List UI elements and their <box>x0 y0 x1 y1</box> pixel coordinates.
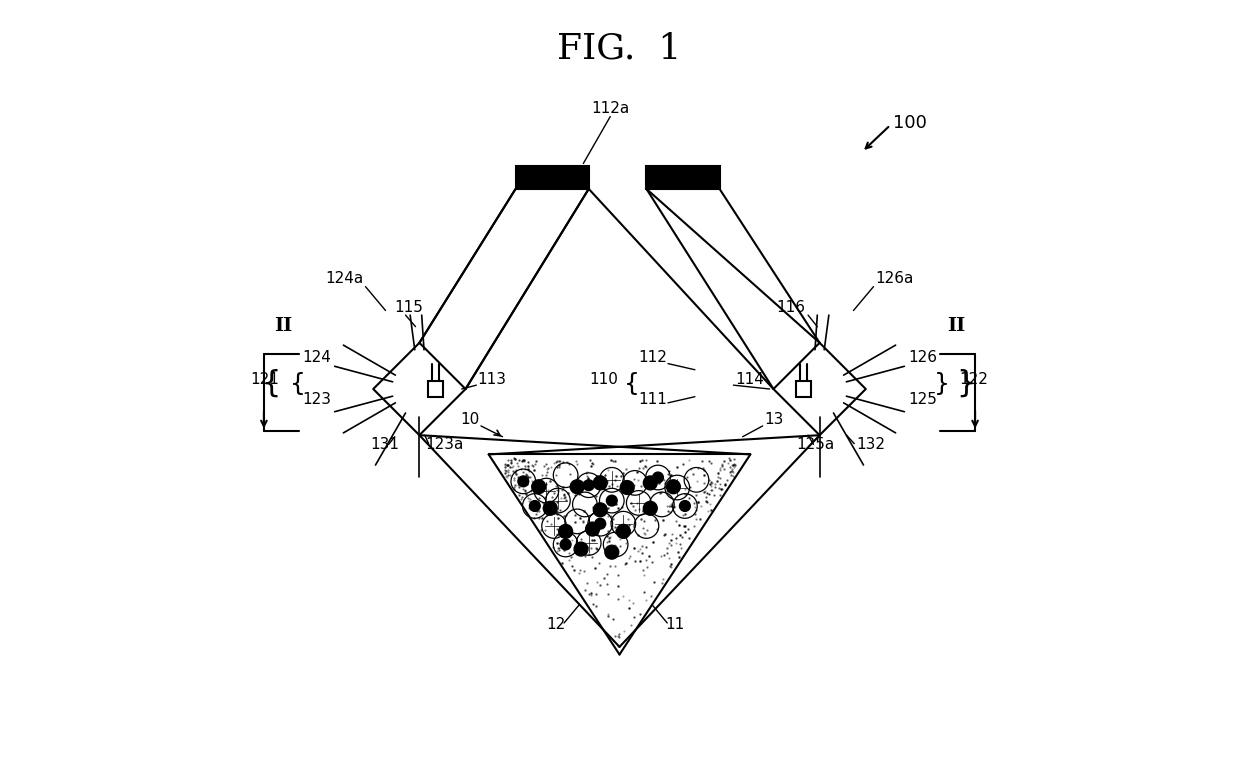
Text: {: { <box>261 369 281 398</box>
Text: 12: 12 <box>546 617 566 633</box>
Text: 126a: 126a <box>875 271 913 286</box>
Text: {: { <box>624 372 641 395</box>
Circle shape <box>586 522 600 536</box>
Text: 121: 121 <box>250 372 279 387</box>
Text: }: } <box>957 369 976 398</box>
Text: 131: 131 <box>370 437 399 452</box>
Text: II: II <box>947 317 965 335</box>
Text: 13: 13 <box>764 412 783 426</box>
Circle shape <box>593 503 607 517</box>
Text: FIG.  1: FIG. 1 <box>558 31 681 65</box>
Text: 100: 100 <box>893 114 927 132</box>
Circle shape <box>593 476 607 490</box>
Text: 123: 123 <box>302 392 331 408</box>
Text: 123a: 123a <box>425 437 463 452</box>
Circle shape <box>667 480 680 494</box>
Text: 110: 110 <box>589 372 618 387</box>
Text: 112a: 112a <box>591 101 629 116</box>
Text: }: } <box>933 372 949 395</box>
Circle shape <box>621 481 634 495</box>
Text: {: { <box>290 372 306 395</box>
Text: 115: 115 <box>395 300 424 315</box>
Text: 122: 122 <box>960 372 989 387</box>
Polygon shape <box>647 166 720 189</box>
Circle shape <box>617 524 631 538</box>
Text: 114: 114 <box>735 372 763 387</box>
Text: 10: 10 <box>460 412 479 426</box>
Circle shape <box>584 480 595 491</box>
Circle shape <box>544 501 558 515</box>
Circle shape <box>570 480 584 494</box>
Text: 112: 112 <box>638 350 668 365</box>
Text: 124: 124 <box>302 350 331 365</box>
Text: 111: 111 <box>638 392 668 408</box>
Circle shape <box>559 524 572 538</box>
Text: 126: 126 <box>908 350 937 365</box>
Text: 116: 116 <box>777 300 805 315</box>
Circle shape <box>532 480 545 494</box>
Circle shape <box>518 476 529 487</box>
Text: 125a: 125a <box>797 437 835 452</box>
Text: 11: 11 <box>665 617 684 633</box>
Circle shape <box>653 472 663 483</box>
Circle shape <box>595 518 606 529</box>
Circle shape <box>679 500 690 511</box>
Circle shape <box>606 496 617 506</box>
Text: 132: 132 <box>856 437 886 452</box>
Circle shape <box>574 542 589 556</box>
Circle shape <box>643 476 657 490</box>
Text: 125: 125 <box>908 392 937 408</box>
Polygon shape <box>515 166 589 189</box>
Circle shape <box>529 500 540 511</box>
Text: II: II <box>274 317 292 335</box>
Circle shape <box>605 545 618 559</box>
Text: 113: 113 <box>477 372 506 387</box>
Text: 124a: 124a <box>326 271 364 286</box>
Circle shape <box>560 539 571 550</box>
Circle shape <box>643 501 657 515</box>
